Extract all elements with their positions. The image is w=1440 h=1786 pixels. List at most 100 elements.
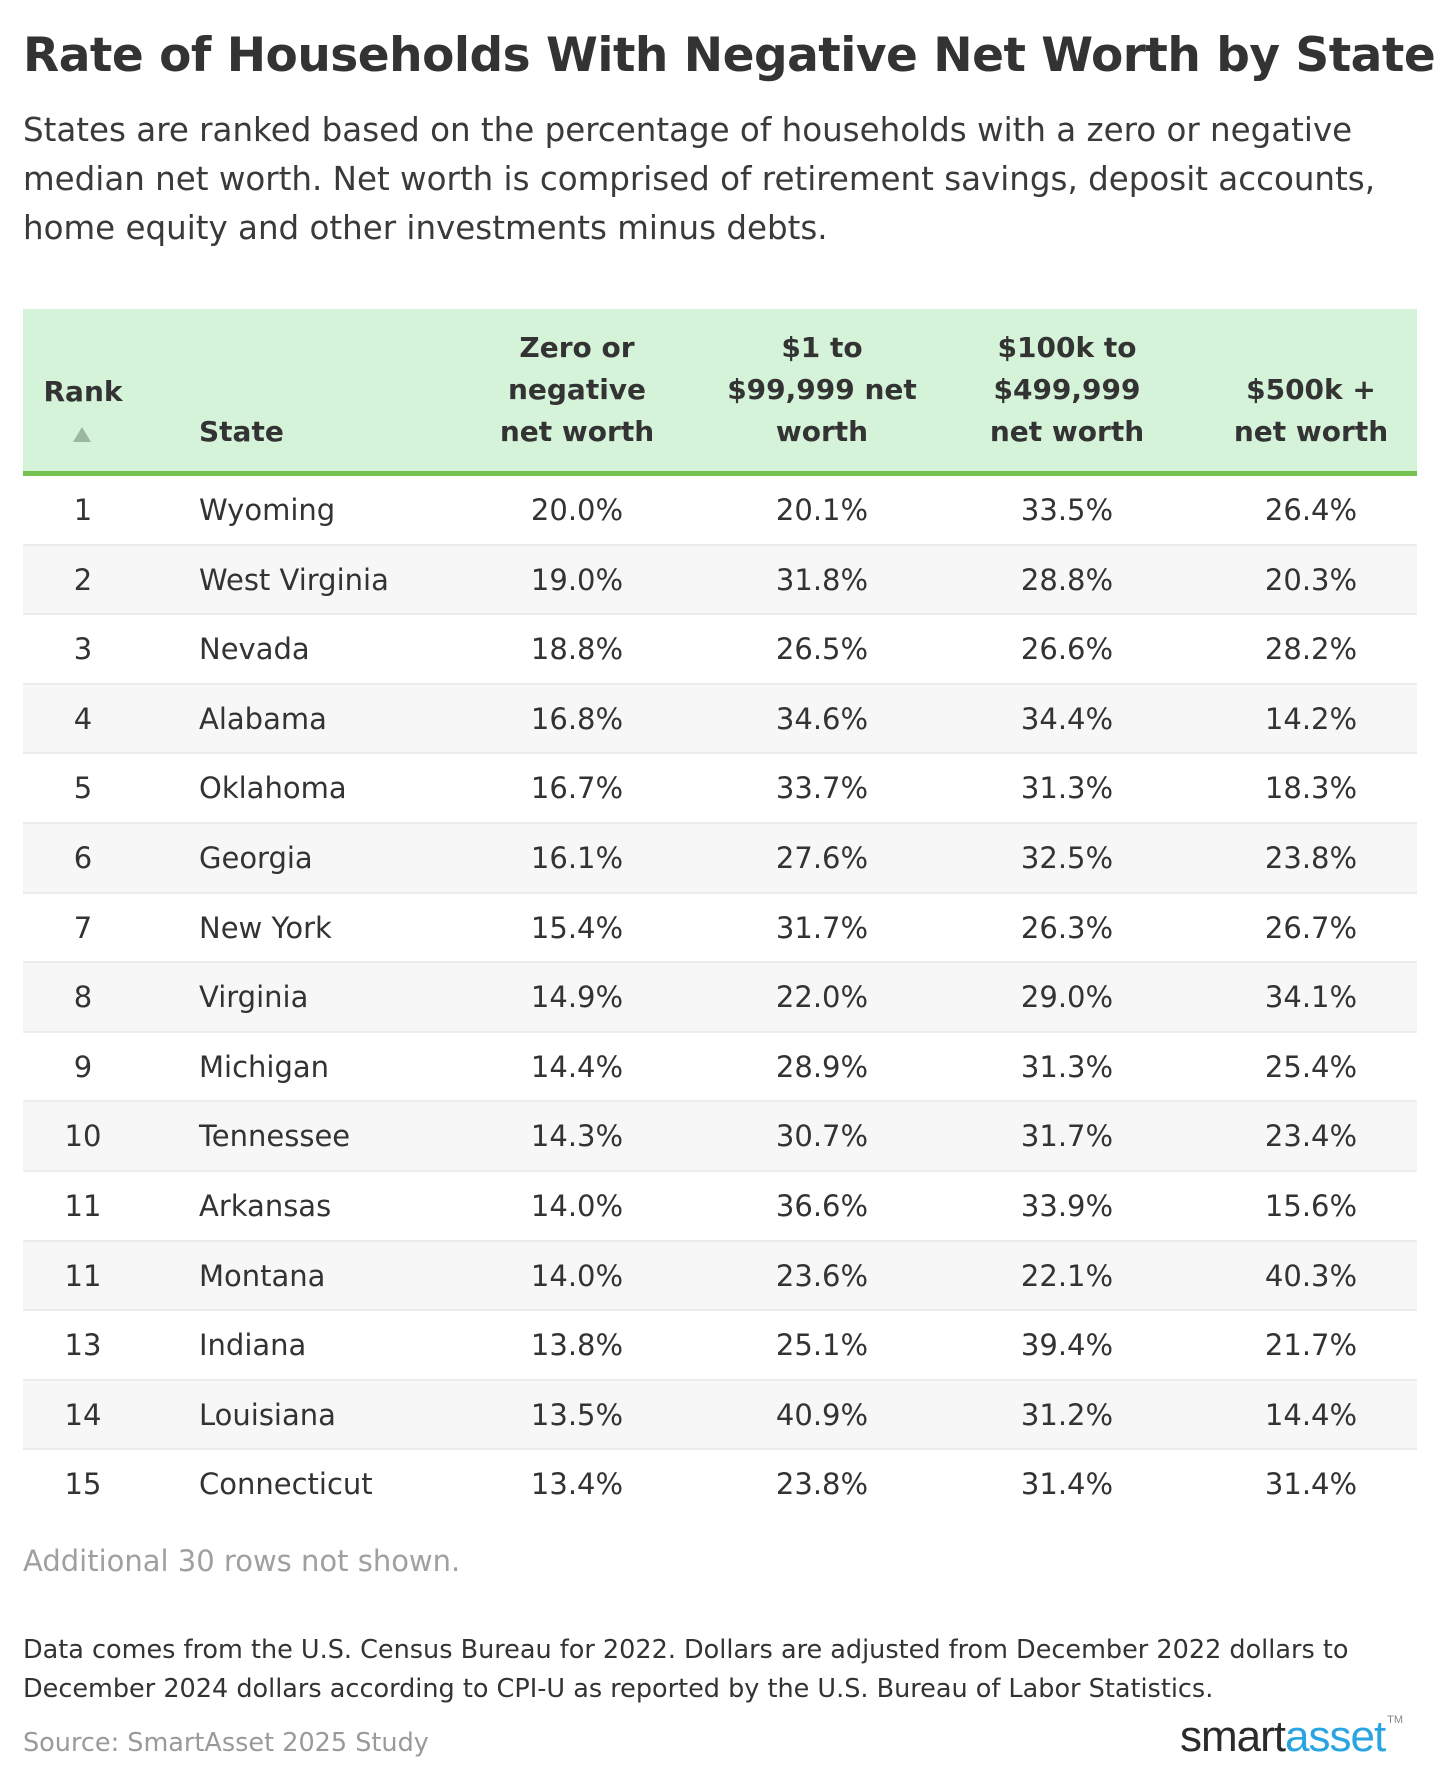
cell-to-99999: 27.6% [775, 840, 869, 875]
cell-state: Nevada [199, 632, 310, 667]
cell-zero-or-negative: 18.8% [530, 632, 624, 667]
table-row: 9 Michigan 14.4% 28.9% 31.3% 25.4% [23, 1033, 1417, 1103]
cell-to-499999: 33.9% [1020, 1188, 1114, 1223]
cell-to-99999: 25.1% [775, 1328, 869, 1363]
cell-over-500k: 26.7% [1264, 910, 1358, 945]
cell-over-500k: 21.7% [1264, 1328, 1358, 1363]
cell-to-99999: 34.6% [775, 701, 869, 736]
cell-over-500k: 23.8% [1264, 840, 1358, 875]
cell-over-500k: 26.4% [1264, 493, 1358, 527]
cell-state: Oklahoma [199, 771, 347, 806]
cell-state: Virginia [199, 980, 309, 1015]
cell-zero-or-negative: 13.8% [530, 1328, 624, 1363]
cell-to-499999: 26.3% [1020, 910, 1114, 945]
cell-rank: 2 [73, 562, 93, 597]
header-line: $499,999 [993, 373, 1141, 406]
header-line: $500k + [1246, 373, 1376, 406]
cell-rank: 4 [73, 701, 93, 736]
cell-zero-or-negative: 16.8% [530, 701, 624, 736]
column-header-1-to-99999[interactable]: $1 to $99,999 net worth [722, 327, 922, 453]
cell-state: West Virginia [199, 562, 389, 597]
cell-rank: 14 [64, 1397, 102, 1432]
header-line: $100k to [997, 331, 1137, 364]
cell-zero-or-negative: 14.0% [530, 1188, 624, 1223]
cell-to-99999: 23.8% [775, 1467, 869, 1502]
cell-rank: 11 [64, 1258, 102, 1293]
cell-over-500k: 34.1% [1264, 980, 1358, 1015]
cell-rank: 9 [73, 1049, 93, 1084]
header-line: net worth [499, 415, 655, 448]
column-header-100k-to-499999[interactable]: $100k to $499,999 net worth [967, 327, 1167, 453]
cell-rank: 6 [73, 840, 93, 875]
cell-over-500k: 20.3% [1264, 562, 1358, 597]
data-table: Rank State Zero or negative net worth $1… [23, 309, 1417, 1520]
table-row: 2 West Virginia 19.0% 31.8% 28.8% 20.3% [23, 545, 1417, 616]
cell-to-499999: 28.8% [1020, 562, 1114, 597]
column-header-state[interactable]: State [199, 411, 284, 453]
cell-zero-or-negative: 14.3% [530, 1119, 624, 1154]
header-line: negative [507, 373, 647, 406]
cell-to-99999: 31.7% [775, 910, 869, 945]
column-header-zero-or-negative[interactable]: Zero or negative net worth [477, 327, 677, 453]
logo-trademark: TM [1387, 1714, 1404, 1726]
cell-to-499999: 26.6% [1020, 632, 1114, 667]
logo-asset: asset [1285, 1712, 1386, 1761]
cell-to-499999: 31.3% [1020, 1049, 1114, 1084]
cell-rank: 8 [73, 980, 93, 1015]
cell-rank: 3 [73, 632, 93, 667]
page-title: Rate of Households With Negative Net Wor… [23, 28, 1436, 83]
table-body: 1 Wyoming 20.0% 20.1% 33.5% 26.4% 2 West Virgin… [23, 476, 1417, 1520]
cell-rank: 10 [64, 1119, 102, 1154]
cell-over-500k: 28.2% [1264, 632, 1358, 667]
more-rows-note: Additional 30 rows not shown. [23, 1544, 461, 1578]
cell-state: Georgia [199, 840, 313, 875]
cell-over-500k: 25.4% [1264, 1049, 1358, 1084]
table-row: 15 Connecticut 13.4% 23.8% 31.4% 31.4% [23, 1450, 1417, 1520]
cell-zero-or-negative: 14.0% [530, 1258, 624, 1293]
cell-to-99999: 31.8% [775, 562, 869, 597]
header-line: net worth [1233, 415, 1389, 448]
cell-state: Arkansas [199, 1188, 332, 1223]
table-row: 14 Louisiana 13.5% 40.9% 31.2% 14.4% [23, 1380, 1417, 1451]
cell-zero-or-negative: 16.1% [530, 840, 624, 875]
column-header-state-label: State [199, 415, 284, 448]
cell-to-99999: 33.7% [775, 771, 869, 806]
cell-over-500k: 14.4% [1264, 1397, 1358, 1432]
cell-state: Michigan [199, 1049, 330, 1084]
column-header-500k-plus[interactable]: $500k + net worth [1211, 369, 1411, 453]
cell-to-99999: 22.0% [775, 980, 869, 1015]
smartasset-logo: smartasset TM [1180, 1712, 1403, 1762]
source-note: Source: SmartAsset 2025 Study [23, 1728, 429, 1758]
cell-rank: 13 [64, 1328, 102, 1363]
cell-zero-or-negative: 14.4% [530, 1049, 624, 1084]
table-row: 11 Montana 14.0% 23.6% 22.1% 40.3% [23, 1241, 1417, 1312]
header-line: $99,999 net [727, 373, 917, 406]
cell-to-499999: 31.7% [1020, 1119, 1114, 1154]
cell-to-99999: 40.9% [775, 1397, 869, 1432]
cell-zero-or-negative: 19.0% [530, 562, 624, 597]
table-row: 4 Alabama 16.8% 34.6% 34.4% 14.2% [23, 684, 1417, 755]
cell-to-499999: 32.5% [1020, 840, 1114, 875]
cell-to-499999: 29.0% [1020, 980, 1114, 1015]
cell-zero-or-negative: 14.9% [530, 980, 624, 1015]
table-row: 3 Nevada 18.8% 26.5% 26.6% 28.2% [23, 615, 1417, 685]
cell-state: Alabama [199, 701, 327, 736]
sort-ascending-icon[interactable] [73, 427, 91, 442]
table-row: 13 Indiana 13.8% 25.1% 39.4% 21.7% [23, 1311, 1417, 1381]
table-header: Rank State Zero or negative net worth $1… [23, 309, 1417, 476]
cell-rank: 15 [64, 1467, 102, 1502]
cell-to-499999: 34.4% [1020, 701, 1114, 736]
cell-over-500k: 31.4% [1264, 1467, 1358, 1502]
cell-over-500k: 15.6% [1264, 1188, 1358, 1223]
table-row: 8 Virginia 14.9% 22.0% 29.0% 34.1% [23, 963, 1417, 1033]
cell-over-500k: 40.3% [1264, 1258, 1358, 1293]
table-row: 7 New York 15.4% 31.7% 26.3% 26.7% [23, 894, 1417, 964]
cell-to-99999: 30.7% [775, 1119, 869, 1154]
cell-to-499999: 22.1% [1020, 1258, 1114, 1293]
cell-rank: 5 [73, 771, 93, 806]
header-line: Zero or [519, 331, 635, 364]
cell-to-99999: 23.6% [775, 1258, 869, 1293]
cell-over-500k: 14.2% [1264, 701, 1358, 736]
column-header-rank[interactable]: Rank [23, 371, 143, 413]
header-line: worth [775, 415, 869, 448]
